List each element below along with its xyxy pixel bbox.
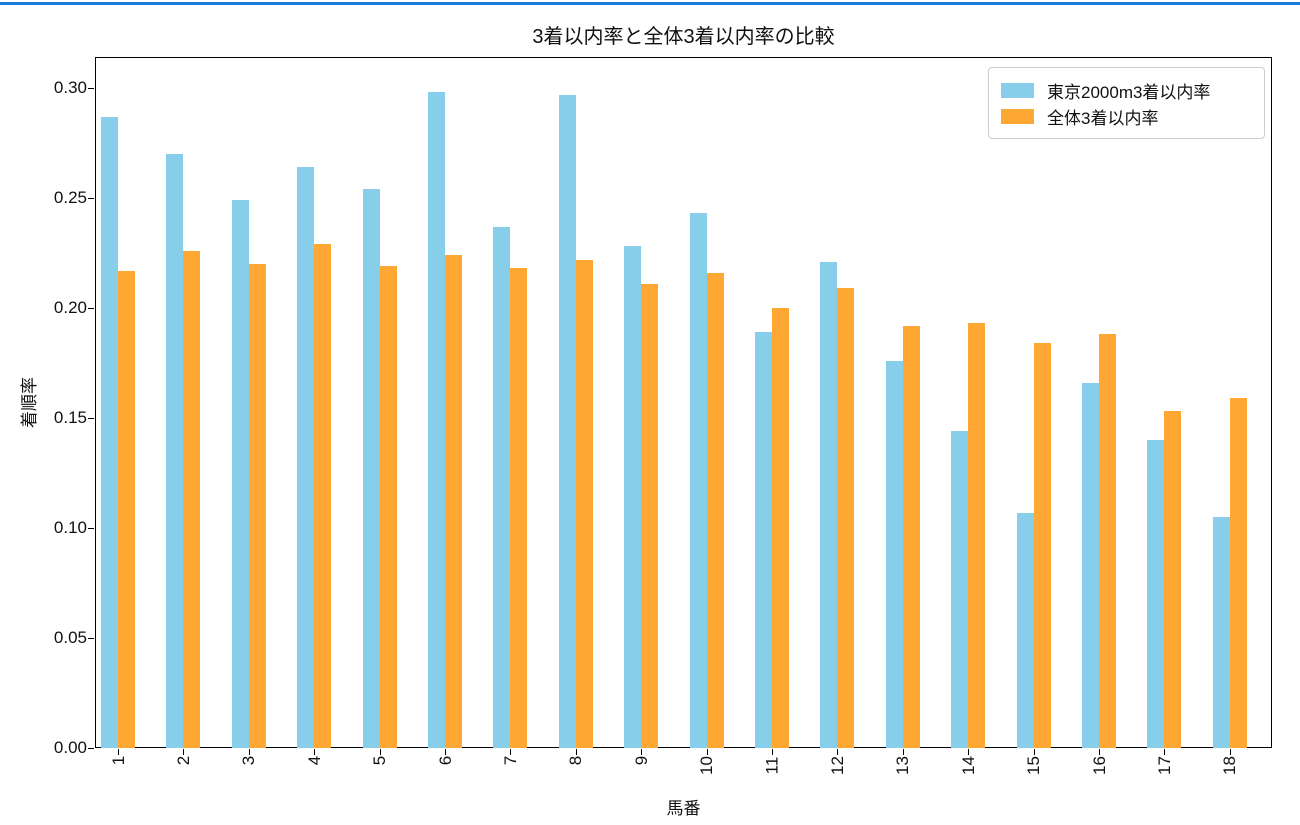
x-axis-label: 馬番 [666,799,701,818]
bar-tokyo2000m-horse-8 [558,94,576,748]
y-tick-label: 0.25 [53,188,87,207]
x-tick-label-horse-11: 11 [762,756,782,774]
bar-tokyo2000m-horse-2 [166,154,184,748]
bar-tokyo2000m-horse-9 [624,246,642,748]
bar-overall-horse-11 [772,308,789,748]
y-tick-mark [88,308,94,309]
x-tick-label-horse-17: 17 [1154,756,1174,775]
x-tick-label-horse-16: 16 [1089,756,1109,775]
x-tick-label-horse-9: 9 [631,755,651,766]
bar-tokyo2000m-horse-3 [231,200,249,748]
x-tick-mark [706,749,708,755]
legend-row: 全体3着以内率 [1001,103,1252,129]
bar-tokyo2000m-horse-15 [1016,512,1034,748]
top-accent-line [0,2,1300,5]
x-tick-label-horse-5: 5 [370,755,390,766]
y-tick-label: 0.20 [53,298,87,317]
legend-label-series-0: 東京2000m3着以内率 [1047,82,1211,102]
y-axis-label: 着順率 [19,377,39,428]
y-tick-mark [88,418,94,419]
x-tick-mark [445,749,446,755]
x-tick-label-horse-12: 12 [827,756,847,775]
bar-tokyo2000m-horse-17 [1147,440,1165,748]
bar-tokyo2000m-horse-18 [1212,517,1230,748]
bar-tokyo2000m-horse-14 [951,431,969,748]
bar-overall-horse-17 [1164,411,1182,748]
x-tick-label-horse-15: 15 [1024,756,1044,775]
x-tick-mark [1033,749,1035,755]
bar-overall-horse-16 [1099,334,1116,748]
bar-tokyo2000m-horse-16 [1082,382,1099,748]
y-tick-mark [88,88,94,89]
bar-tokyo2000m-horse-11 [755,332,772,748]
x-tick-mark [968,749,970,755]
bar-overall-horse-7 [510,268,528,748]
legend-patch-series-0 [1001,82,1034,98]
y-tick-mark [88,748,94,749]
bar-tokyo2000m-horse-12 [820,261,838,748]
x-tick-label-horse-13: 13 [893,756,913,775]
x-tick-mark [314,749,316,755]
x-tick-mark [641,749,643,755]
y-tick-label: 0.15 [53,408,87,427]
x-tick-mark [118,749,119,755]
x-tick-mark [575,749,577,755]
x-tick-label-horse-1: 1 [108,755,128,766]
x-tick-label-horse-2: 2 [174,755,194,766]
x-tick-mark [510,749,512,755]
y-tick-label: 0.05 [53,628,87,647]
bar-tokyo2000m-horse-10 [689,213,707,748]
x-tick-label-horse-8: 8 [566,755,586,766]
bar-tokyo2000m-horse-1 [101,116,118,748]
y-tick-mark [88,198,94,199]
x-tick-mark [1164,749,1166,755]
bar-overall-horse-15 [1033,343,1051,748]
bar-overall-horse-5 [379,266,397,748]
bar-overall-horse-10 [706,272,724,748]
bar-tokyo2000m-horse-13 [885,360,903,748]
x-tick-label-horse-14: 14 [958,756,978,775]
x-tick-mark [837,749,839,755]
x-tick-mark [772,749,773,755]
x-tick-mark [902,749,904,755]
y-tick-label: 0.00 [53,738,87,757]
bar-overall-horse-3 [248,264,266,748]
bar-overall-horse-12 [837,288,855,748]
bar-tokyo2000m-horse-5 [362,189,380,748]
legend-label-series-1: 全体3着以内率 [1047,108,1159,128]
bar-overall-horse-13 [902,325,920,748]
legend-row: 東京2000m3着以内率 [1001,77,1252,103]
y-tick-label: 0.10 [53,518,87,537]
bar-overall-horse-14 [968,323,986,748]
x-tick-label-horse-4: 4 [304,755,324,766]
x-tick-label-horse-10: 10 [697,756,717,775]
bar-overall-horse-6 [445,255,462,748]
legend-patch-series-1 [1001,108,1034,124]
y-tick-mark [88,638,94,639]
bar-overall-horse-18 [1229,398,1247,748]
bar-overall-horse-2 [183,250,201,748]
x-tick-mark [379,749,381,755]
bar-overall-horse-8 [575,259,593,748]
y-tick-label: 0.30 [53,78,87,97]
x-tick-label-horse-7: 7 [501,755,521,766]
x-tick-mark [1229,749,1231,755]
y-tick-mark [88,528,94,529]
plot-area [95,57,1272,748]
x-tick-label-horse-3: 3 [239,755,259,766]
bar-overall-horse-4 [314,244,332,748]
bar-tokyo2000m-horse-6 [428,92,445,748]
x-tick-mark [183,749,185,755]
x-tick-label-horse-6: 6 [435,755,455,766]
bar-overall-horse-9 [641,283,659,748]
bar-overall-horse-1 [118,270,135,748]
x-tick-label-horse-18: 18 [1220,756,1240,775]
legend: 東京2000m3着以内率 全体3着以内率 [988,67,1265,139]
bar-tokyo2000m-horse-4 [297,167,315,748]
x-tick-mark [1099,749,1100,755]
chart-title: 3着以内率と全体3着以内率の比較 [532,26,835,48]
bar-tokyo2000m-horse-7 [493,226,511,748]
x-tick-mark [248,749,250,755]
